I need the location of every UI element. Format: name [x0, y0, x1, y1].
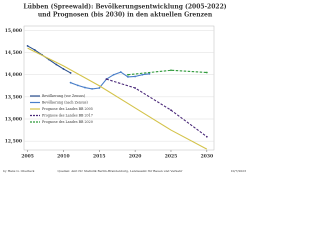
- y-tick-label: 14,000: [5, 72, 22, 78]
- x-tick-label: 2020: [129, 154, 142, 160]
- data-point: [91, 87, 94, 90]
- data-point: [55, 63, 58, 66]
- y-tick-label: 13,500: [5, 94, 22, 100]
- legend-label: Bevölkerung (vor Zensus): [42, 94, 86, 98]
- data-point: [127, 76, 129, 78]
- footer-date: 10/7/2023: [231, 169, 246, 173]
- data-point: [134, 75, 137, 78]
- data-point: [134, 87, 137, 89]
- legend-label: Prognose des Landes BB 2017: [42, 114, 93, 118]
- plot-area: [23, 25, 215, 151]
- legend-label: Prognose des Landes BB 2005: [42, 107, 93, 111]
- y-tick-label: 14,500: [5, 50, 22, 56]
- data-point: [141, 73, 144, 76]
- data-point: [105, 78, 108, 81]
- series-line: [106, 78, 208, 138]
- footer-author: by Hans G. Oberlack: [3, 169, 35, 173]
- chart-title: Lübben (Spreewald): Bevölkerungsentwickl…: [23, 4, 226, 11]
- data-point: [205, 71, 208, 74]
- data-point: [170, 69, 172, 72]
- data-point: [69, 81, 72, 84]
- data-point: [62, 68, 65, 70]
- x-tick-label: 2030: [201, 154, 214, 160]
- x-tick-label: 2025: [165, 154, 178, 160]
- chart-subtitle: und Prognosen (bis 2030) in den aktuelle…: [38, 12, 213, 19]
- data-point: [112, 73, 115, 76]
- x-tick-label: 2005: [21, 154, 34, 160]
- legend-label: Bevölkerung (nach Zensus): [42, 101, 88, 105]
- y-tick-label: 13,000: [5, 117, 22, 123]
- data-point: [127, 73, 129, 76]
- x-tick-label: 2015: [93, 154, 106, 160]
- x-tick-label: 2010: [57, 154, 70, 160]
- y-tick-label: 12,500: [5, 139, 22, 145]
- data-point: [170, 109, 172, 112]
- data-point: [26, 45, 29, 47]
- series-line: [127, 69, 207, 76]
- y-tick-label: 15,000: [5, 28, 22, 34]
- data-point: [98, 87, 101, 89]
- data-point: [76, 84, 79, 87]
- data-point: [119, 71, 122, 73]
- series-line: [27, 47, 208, 150]
- series-line: [70, 71, 150, 90]
- data-point: [148, 72, 151, 75]
- data-point: [84, 86, 86, 89]
- data-point: [205, 135, 208, 138]
- footer-source: Quellen: Amt für Statistik Berlin-Brande…: [58, 169, 184, 173]
- chart: Lübben (Spreewald): Bevölkerungsentwickl…: [3, 3, 247, 173]
- legend-label: Prognose des Landes BB 2020: [42, 120, 93, 124]
- data-point: [69, 72, 72, 74]
- data-point: [33, 49, 36, 51]
